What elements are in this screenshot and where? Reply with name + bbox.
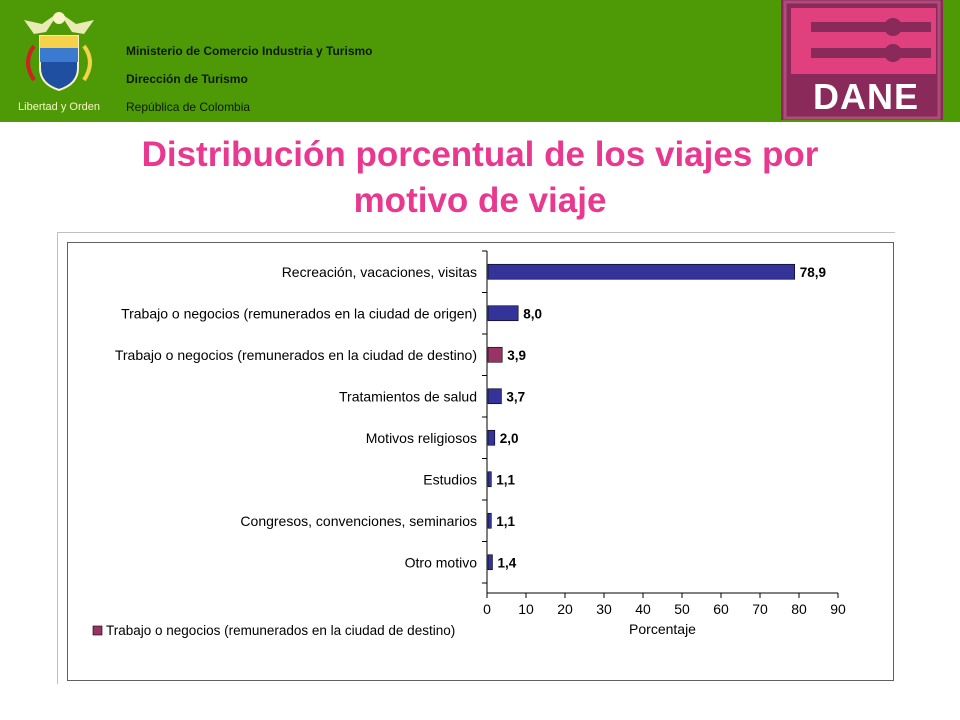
category-label: Motivos religiosos <box>366 430 477 446</box>
x-tick-label: 20 <box>557 601 573 617</box>
bar <box>487 554 493 571</box>
category-label: Trabajo o negocios (remunerados en la ci… <box>121 305 477 321</box>
bar <box>487 429 496 446</box>
data-label: 8,0 <box>523 306 542 321</box>
category-label: Estudios <box>423 471 477 487</box>
frame-line <box>57 232 58 684</box>
data-label: 3,9 <box>507 348 526 363</box>
ministry-info: Ministerio de Comercio Industria y Turis… <box>126 44 373 128</box>
frame-line <box>57 232 895 233</box>
data-label: 1,1 <box>496 472 515 487</box>
slide-title: Distribución porcentual de los viajes po… <box>141 135 819 220</box>
bar-chart: Recreación, vacaciones, visitas 78,9 Traba… <box>92 250 846 638</box>
x-axis-title: Porcentaje <box>629 621 696 637</box>
bar <box>487 263 796 280</box>
dane-logo-text: DANE <box>812 76 919 117</box>
x-tick-label: 80 <box>791 601 807 617</box>
x-tick-label: 0 <box>483 601 491 617</box>
x-tick-label: 90 <box>830 601 846 617</box>
data-label: 78,9 <box>800 265 826 280</box>
chart-area: Recreación, vacaciones, visitas 78,9 Traba… <box>67 242 894 681</box>
x-tick-label: 70 <box>752 601 768 617</box>
category-label: Recreación, vacaciones, visitas <box>282 264 477 280</box>
dane-logo <box>781 0 943 120</box>
ministry-name: Ministerio de Comercio Industria y Turis… <box>126 44 373 58</box>
category-label: Congresos, convenciones, seminarios <box>240 513 477 529</box>
bar <box>487 305 519 322</box>
header-band: Libertad y Orden Ministerio de Comercio … <box>0 0 960 122</box>
bar <box>487 512 492 529</box>
colombia-coat-of-arms-icon: Libertad y Orden <box>18 12 100 113</box>
data-label: 2,0 <box>500 431 519 446</box>
crest-motto: Libertad y Orden <box>18 101 100 113</box>
data-label: 1,1 <box>496 514 515 529</box>
data-label: 1,4 <box>497 555 516 570</box>
category-label: Tratamientos de salud <box>339 388 477 404</box>
data-label: 3,7 <box>506 389 525 404</box>
x-tick-label: 50 <box>674 601 690 617</box>
country-name: República de Colombia <box>126 100 251 114</box>
bar <box>487 346 503 363</box>
category-label: Trabajo o negocios (remunerados en la ci… <box>115 347 477 363</box>
x-tick-label: 30 <box>596 601 612 617</box>
directorate-name: Dirección de Turismo <box>126 72 248 86</box>
category-label: Otro motivo <box>405 554 478 570</box>
legend-swatch <box>92 625 103 636</box>
x-tick-label: 40 <box>635 601 651 617</box>
x-tick-label: 10 <box>518 601 534 617</box>
bar <box>487 388 502 405</box>
x-tick-label: 60 <box>713 601 729 617</box>
legend-label: Trabajo o negocios (remunerados en la ci… <box>106 623 455 638</box>
bar <box>487 471 492 488</box>
